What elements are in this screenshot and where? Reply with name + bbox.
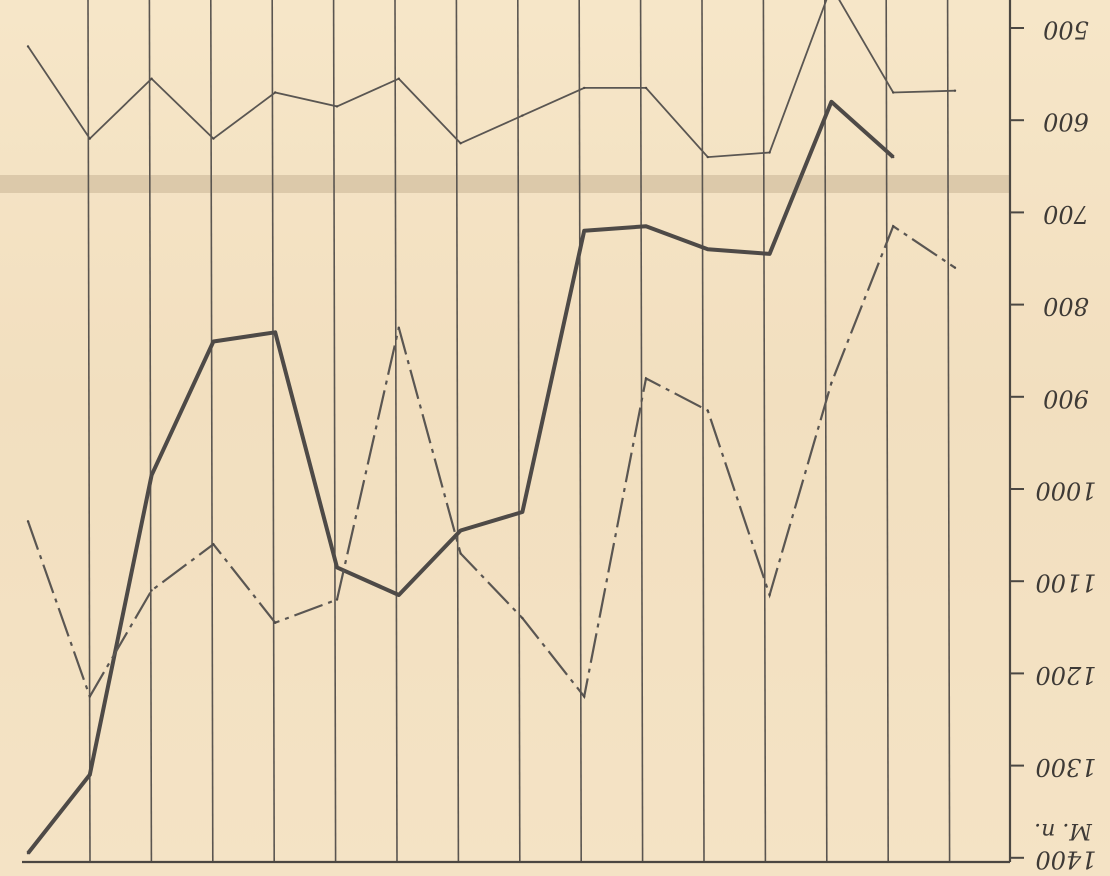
- data-point: [88, 773, 92, 776]
- data-point: [892, 155, 895, 159]
- data-point: [706, 155, 709, 159]
- y-unit-label: M. n.: [1034, 818, 1093, 843]
- data-point: [521, 616, 524, 620]
- y-tick-label: 900: [1043, 384, 1089, 412]
- data-point: [768, 593, 771, 597]
- grid-line: [885, 0, 890, 863]
- data-point: [150, 77, 153, 80]
- data-point: [459, 552, 462, 555]
- data-point: [274, 621, 277, 624]
- grid-line: [516, 0, 521, 863]
- data-point: [212, 543, 215, 546]
- y-axis: 1400 1300 1200 1100 1000 900 800 700 600 500 M. n.: [1010, 16, 1097, 873]
- data-point: [768, 252, 771, 256]
- data-point: [335, 105, 339, 108]
- grid-line: [271, 0, 276, 863]
- grid: [22, 0, 1012, 864]
- y-tick-label: 1200: [1035, 661, 1096, 689]
- grid-line: [639, 0, 644, 863]
- data-point: [459, 529, 462, 532]
- grid-line: [762, 0, 767, 863]
- series-group: [26, 0, 957, 855]
- data-point: [212, 340, 215, 343]
- data-point: [88, 137, 92, 140]
- series-line-3: [27, 0, 956, 159]
- grid-line: [148, 0, 153, 863]
- data-point: [768, 151, 771, 154]
- data-point: [953, 266, 957, 269]
- data-point: [212, 137, 215, 140]
- data-point: [644, 86, 648, 90]
- grid-line: [823, 0, 828, 863]
- data-point: [88, 695, 92, 698]
- data-point: [521, 510, 524, 514]
- data-point: [583, 229, 586, 232]
- grid-line: [701, 0, 705, 863]
- grid-line: [578, 0, 583, 863]
- data-point: [150, 474, 153, 477]
- data-point: [644, 377, 648, 380]
- data-point: [644, 225, 648, 228]
- y-tick-label: 1100: [1035, 569, 1096, 597]
- data-point: [335, 598, 339, 601]
- series-line-2: [26, 224, 956, 700]
- data-point: [26, 520, 30, 523]
- y-tick-label: 800: [1043, 292, 1089, 320]
- data-point: [583, 695, 586, 698]
- data-point: [583, 86, 586, 90]
- data-point: [26, 45, 30, 48]
- grid-line: [946, 0, 951, 863]
- data-point: [892, 91, 895, 94]
- data-point: [521, 114, 524, 117]
- grid-line: [332, 0, 337, 863]
- data-point: [706, 248, 709, 251]
- data-point: [397, 326, 400, 329]
- grid-line: [210, 0, 214, 863]
- data-point: [892, 225, 895, 228]
- data-point: [274, 91, 277, 94]
- y-tick-label: 1300: [1035, 753, 1096, 781]
- data-point: [397, 77, 400, 80]
- grid-line: [394, 0, 398, 863]
- data-point: [274, 331, 277, 334]
- data-point: [150, 589, 153, 592]
- grid-line: [87, 0, 91, 863]
- paper-fold-shadow: [0, 175, 1010, 193]
- data-point: [706, 409, 709, 412]
- y-tick-label: 700: [1043, 200, 1089, 228]
- grid-line: [455, 0, 460, 863]
- y-tick-label: 1000: [1035, 477, 1096, 505]
- data-point: [459, 142, 462, 145]
- y-tick-label: 1400: [1035, 845, 1096, 873]
- data-point: [397, 593, 400, 597]
- data-point: [830, 381, 833, 385]
- data-point: [953, 89, 957, 92]
- data-point: [830, 100, 833, 104]
- y-tick-label: 600: [1043, 108, 1089, 136]
- data-point: [335, 566, 339, 569]
- y-tick-label: 500: [1043, 16, 1089, 44]
- data-point: [26, 852, 30, 855]
